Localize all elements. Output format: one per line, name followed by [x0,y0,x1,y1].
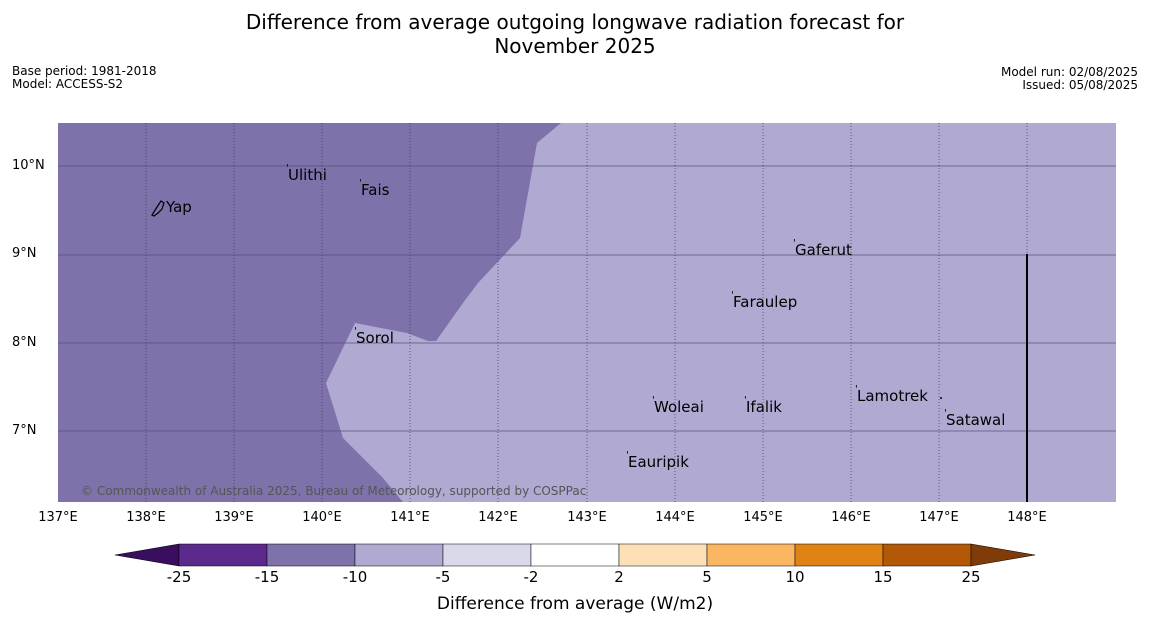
lon-tick: 141°E [390,510,430,525]
lon-tick: 142°E [478,510,518,525]
colorbar-label: 10 [785,568,805,586]
lat-tick-8n: 8°N [12,335,37,350]
lon-tick: 145°E [743,510,783,525]
lon-tick: 143°E [567,510,607,525]
lat-tick-10n: 10°N [12,158,45,173]
map-area: Yap ' Ulithi ' Fais ' Gaferut ' Faraulep ' So… [58,123,1116,502]
place-gaferut: ' Gaferut [793,238,852,259]
title-line-1: Difference from average outgoing longwav… [245,10,905,34]
colorbar-label: -2 [523,568,539,586]
colorbar-segment [266,543,356,567]
colorbar-label: 25 [961,568,981,586]
map-title: Difference from average outgoing longwav… [0,10,1150,58]
lon-tick: 144°E [655,510,695,525]
title-line-2: November 2025 [494,34,656,58]
colorbar [114,543,1036,567]
colorbar-title: Difference from average (W/m2) [436,594,714,614]
lon-tick: 148°E [1007,510,1047,525]
colorbar-label: 2 [614,568,624,586]
colorbar-extend-high [970,543,1036,567]
meta-left: Base period: 1981-2018 Model: ACCESS-S2 [12,65,157,91]
colorbar-segment [706,543,796,567]
lon-tick: 147°E [919,510,959,525]
place-faraulep: ' Faraulep [731,290,798,311]
colorbar-label: -15 [254,568,280,586]
island-dot [940,397,942,399]
place-yap: Yap [166,198,192,216]
lon-tick: 138°E [126,510,166,525]
place-ulithi: ' Ulithi [286,163,327,184]
lon-tick: 137°E [38,510,78,525]
lat-tick-9n: 9°N [12,246,37,261]
place-fais: ' Fais [359,178,390,199]
model-run: Model run: 02/08/2025 [1000,65,1138,79]
place-woleai: ' Woleai [652,395,704,416]
colorbar-segment [618,543,708,567]
colorbar-extend-low [114,543,180,567]
lon-tick: 140°E [302,510,342,525]
place-satawal: ' Satawal [944,408,1006,429]
issued-date: Issued: 05/08/2025 [1022,78,1138,92]
dark-region [58,123,561,502]
colorbar-label: 5 [702,568,712,586]
place-eauripik: ' Eauripik [626,450,689,471]
colorbar-segment [530,543,620,567]
colorbar-label: -10 [342,568,368,586]
model-name: Model: ACCESS-S2 [12,77,124,91]
meta-right: Model run: 02/08/2025 Issued: 05/08/2025 [1001,66,1138,92]
lon-tick: 146°E [831,510,871,525]
yap-island-shape [151,200,165,217]
colorbar-segment [794,543,884,567]
map-svg [58,123,1116,502]
graticule-lon [145,123,1028,502]
place-sorol: ' Sorol [354,326,394,347]
lon-tick: 139°E [214,510,254,525]
colorbar-segment [882,543,972,567]
base-period: Base period: 1981-2018 [12,64,157,78]
lat-tick-7n: 7°N [12,423,37,438]
colorbar-segment [442,543,532,567]
colorbar-label: 15 [873,568,893,586]
colorbar-label: -25 [166,568,192,586]
copyright-notice: © Commonwealth of Australia 2025, Bureau… [81,484,587,498]
colorbar-segment [354,543,444,567]
place-ifalik: ' Ifalik [744,395,782,416]
colorbar-label: -5 [435,568,451,586]
colorbar-segment [178,543,268,567]
place-lamotrek: ' Lamotrek [855,384,928,405]
